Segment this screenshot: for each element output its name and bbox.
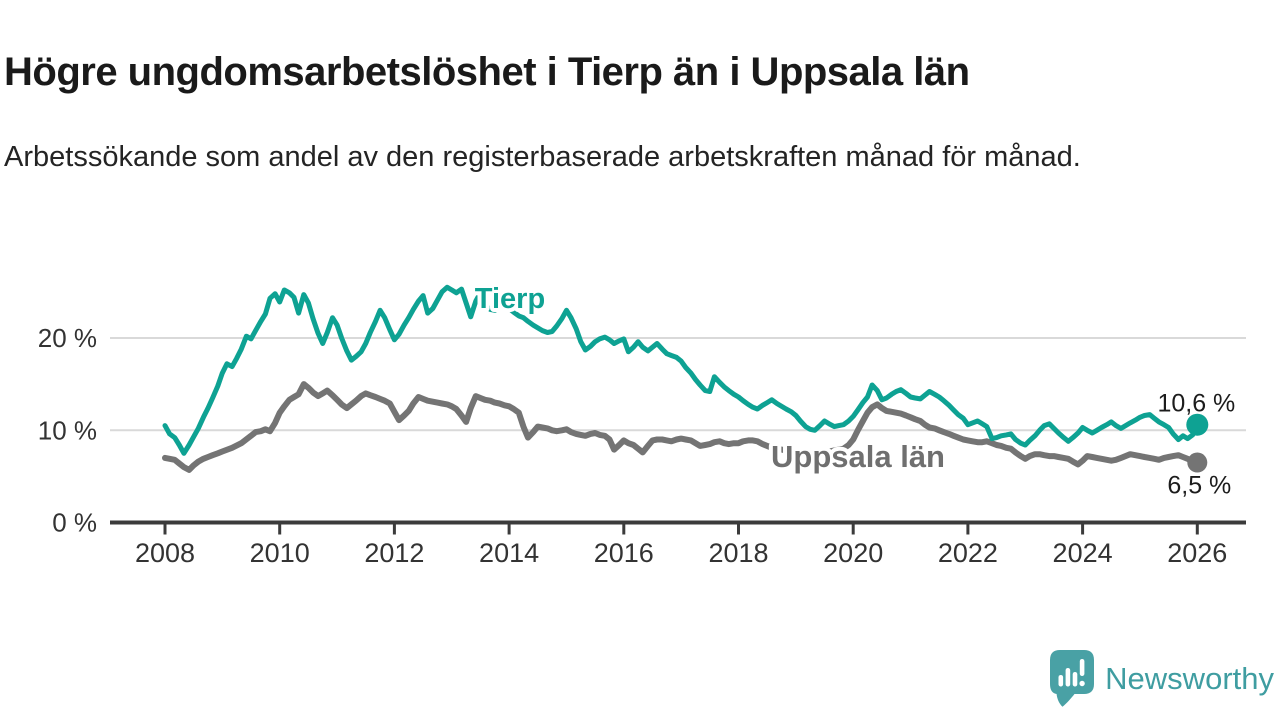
x-tick-label: 2014 bbox=[479, 538, 539, 568]
series-label-tierp: Tierp bbox=[475, 283, 545, 315]
bar-medium bbox=[1072, 672, 1078, 687]
x-tick-label: 2016 bbox=[594, 538, 654, 568]
series-end-dot-uppsala-l-n bbox=[1187, 452, 1208, 473]
chart-subtitle: Arbetssökande som andel av den registerb… bbox=[4, 141, 1081, 173]
newsworthy-logo: Newsworthy bbox=[1049, 649, 1274, 708]
x-tick-label: 2026 bbox=[1167, 538, 1227, 568]
x-tick-label: 2020 bbox=[823, 538, 883, 568]
series-line-uppsala-l-n bbox=[162, 381, 1201, 473]
x-tick-label: 2024 bbox=[1053, 538, 1113, 568]
exclamation-bar bbox=[1079, 659, 1085, 676]
newsworthy-logo-text: Newsworthy bbox=[1105, 660, 1274, 696]
newsworthy-logo-icon bbox=[1050, 650, 1095, 707]
x-tick-label: 2022 bbox=[938, 538, 998, 568]
page-title: Högre ungdomsarbetslöshet i Tierp än i U… bbox=[4, 49, 970, 94]
y-tick-label: 10 % bbox=[38, 415, 97, 445]
y-tick-label: 20 % bbox=[38, 323, 97, 353]
y-tick-label: 0 % bbox=[52, 508, 97, 538]
bar-tall bbox=[1065, 668, 1071, 687]
series-end-dot-tierp bbox=[1186, 413, 1209, 436]
x-tick-label: 2008 bbox=[135, 538, 195, 568]
series-end-value-uppsala-l-n: 6,5 % bbox=[1167, 472, 1231, 500]
exclamation-dot bbox=[1079, 680, 1085, 687]
x-tick-label: 2018 bbox=[708, 538, 768, 568]
series-line-tierp bbox=[162, 284, 1200, 456]
series-label-uppsala-l-n: Uppsala län bbox=[771, 439, 945, 474]
series-end-value-tierp: 10,6 % bbox=[1157, 390, 1235, 418]
speech-bubble-shape bbox=[1050, 650, 1095, 707]
x-tick-label: 2012 bbox=[364, 538, 424, 568]
x-tick-label: 2010 bbox=[250, 538, 310, 568]
bar-short bbox=[1058, 675, 1064, 687]
